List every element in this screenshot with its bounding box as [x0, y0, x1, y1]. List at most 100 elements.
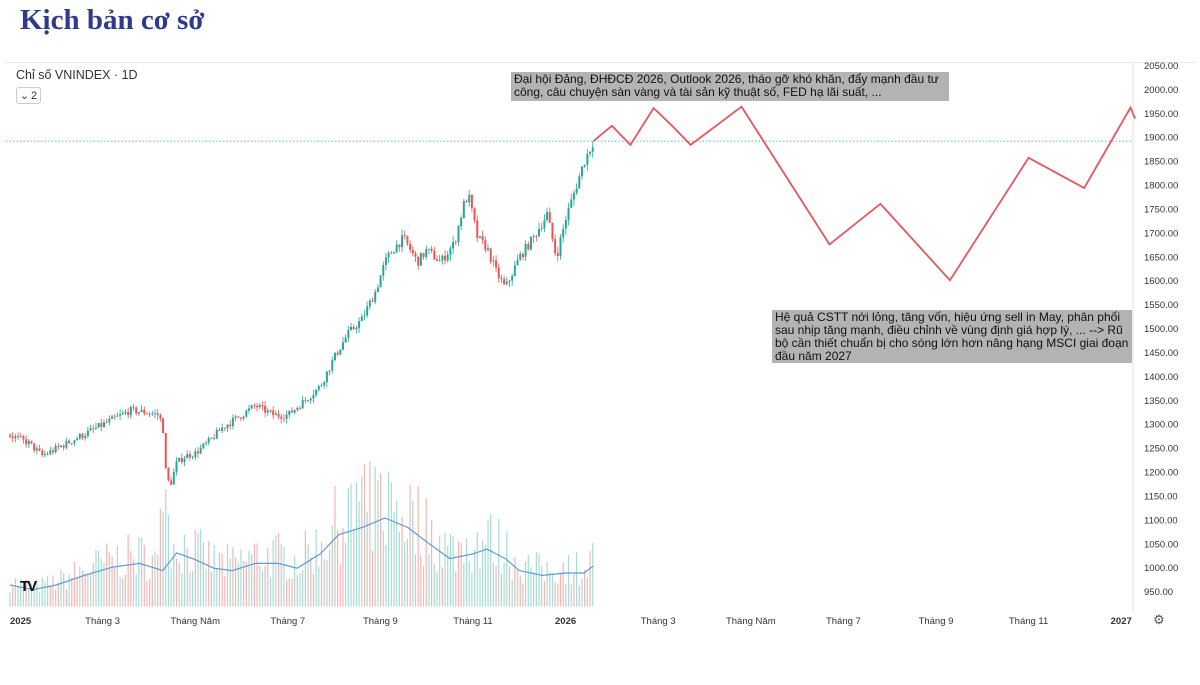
volume-bar [116, 546, 119, 607]
volume-bar [285, 580, 288, 607]
candle-body [242, 416, 245, 419]
volume-bar [95, 550, 97, 607]
volume-bar [296, 574, 298, 607]
volume-bar [189, 571, 191, 607]
volume-bar [192, 570, 194, 607]
candle-body [554, 239, 557, 254]
volume-bar [479, 567, 481, 607]
volume-bar [473, 549, 476, 607]
candle-body [500, 277, 503, 280]
candle-body [250, 405, 253, 409]
candle-body [68, 440, 71, 444]
candle-body [218, 429, 221, 431]
candle-body [223, 427, 226, 429]
volume-bar [361, 476, 363, 607]
candle-body [368, 300, 371, 307]
candle-body [239, 417, 242, 419]
x-tick-label: Tháng 11 [1009, 616, 1048, 627]
volume-bar [514, 557, 516, 607]
candle-body [317, 386, 320, 390]
candle-body [170, 480, 173, 485]
volume-bar [312, 574, 315, 607]
candle-body [562, 228, 565, 238]
volume-bar [374, 466, 376, 607]
volume-bar [280, 544, 282, 607]
gear-icon[interactable]: ⚙ [1153, 612, 1165, 627]
volume-bar [30, 583, 33, 607]
candle-body [521, 253, 524, 257]
candle-body [76, 438, 79, 441]
candle-body [73, 440, 76, 444]
volume-bar [33, 584, 35, 607]
volume-bar [471, 572, 473, 607]
chart-frame [6, 62, 1196, 635]
indicator-toggle-button[interactable]: ⌄ 2 [16, 87, 41, 104]
candle-body [172, 472, 175, 485]
candle-body [374, 291, 377, 302]
volume-bar [73, 561, 76, 607]
volume-bar [138, 537, 140, 607]
volume-bar [353, 530, 355, 607]
candle-body [422, 253, 425, 257]
volume-bar [20, 579, 22, 607]
candle-body [457, 226, 460, 242]
volume-ma-line [9, 517, 594, 591]
volume-bar [396, 500, 398, 607]
y-tick-label: 1600.00 [1144, 276, 1178, 287]
volume-bar [12, 586, 14, 607]
tradingview-logo: TV [20, 578, 37, 595]
y-tick-label: 1100.00 [1144, 515, 1178, 526]
candle-body [543, 220, 546, 229]
candle-body [38, 448, 41, 451]
volume-bar [197, 532, 199, 607]
candle-body [570, 199, 573, 208]
candle-body [513, 265, 516, 276]
volume-bar [527, 555, 529, 607]
candle-body [495, 260, 498, 268]
candle-body [433, 250, 436, 260]
candle-body [548, 212, 551, 223]
x-tick-label: Tháng 9 [363, 616, 398, 627]
volume-bar [460, 542, 462, 607]
candle-body [301, 399, 304, 409]
candle-body [384, 257, 387, 266]
volume-bar [339, 564, 341, 607]
volume-bar [269, 577, 272, 607]
volume-bar [119, 577, 121, 607]
volume-bar [210, 572, 213, 607]
candle-body [478, 236, 481, 238]
y-tick-label: 2000.00 [1144, 85, 1178, 96]
candle-body [484, 239, 487, 250]
chart-symbol-label[interactable]: Chỉ số VNINDEX · 1D [16, 68, 138, 82]
volume-bar [71, 577, 73, 607]
candle-body [331, 360, 334, 371]
candle-body [127, 411, 130, 416]
volume-bar [315, 529, 317, 607]
candle-body [92, 428, 95, 430]
volume-bar [41, 577, 43, 607]
candle-body [253, 405, 256, 407]
candle-body [489, 248, 492, 262]
candle-body [89, 428, 92, 431]
y-tick-label: 1850.00 [1144, 157, 1178, 168]
candle-body [401, 235, 404, 248]
volume-bar [183, 534, 186, 607]
volume-bar [465, 538, 468, 607]
candle-body [406, 235, 409, 244]
volume-bar [366, 511, 368, 607]
volume-bar [49, 585, 51, 607]
volume-bar [431, 519, 433, 607]
candle-body [111, 416, 114, 419]
volume-bar [302, 569, 304, 607]
candle-body [151, 413, 154, 415]
candle-body [352, 326, 355, 329]
candle-body [564, 219, 567, 229]
y-tick-label: 1200.00 [1144, 468, 1178, 479]
volume-bar [436, 572, 438, 607]
volume-bar [377, 480, 379, 607]
volume-bar [140, 537, 143, 607]
volume-bar [406, 538, 409, 607]
volume-bar [103, 563, 105, 607]
candle-body [299, 407, 302, 409]
candle-body [43, 454, 46, 456]
